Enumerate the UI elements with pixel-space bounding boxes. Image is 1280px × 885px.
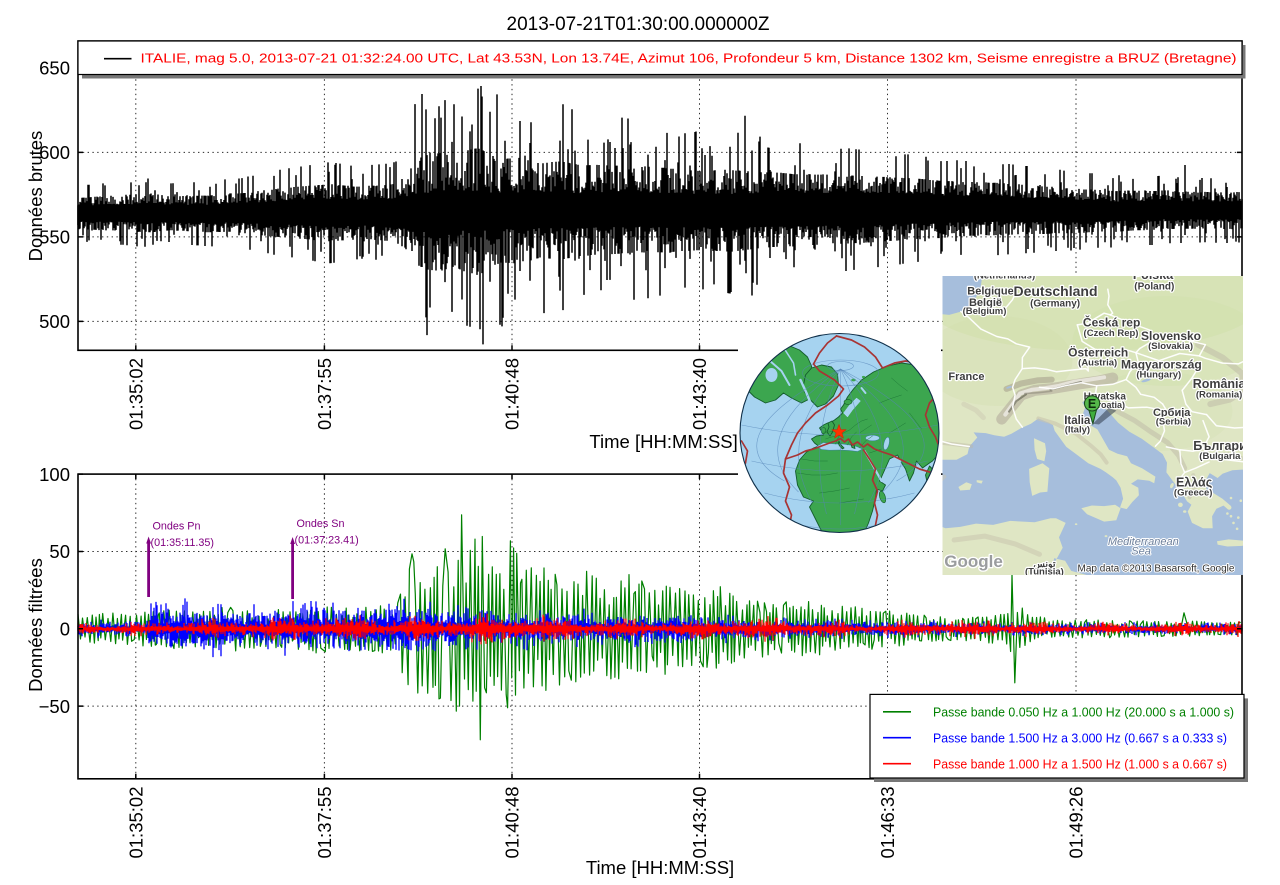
svg-text:Mediterranean: Mediterranean — [1108, 536, 1179, 548]
svg-text:Българи: Българи — [1193, 439, 1247, 453]
svg-text:(Austria): (Austria) — [1078, 358, 1117, 369]
svg-text:Time [HH:MM:SS]: Time [HH:MM:SS] — [589, 431, 737, 452]
svg-text:600: 600 — [39, 142, 70, 163]
svg-text:Time [HH:MM:SS]: Time [HH:MM:SS] — [586, 857, 734, 878]
svg-text:E: E — [1088, 397, 1096, 411]
svg-text:01:43:40: 01:43:40 — [689, 787, 710, 859]
svg-text:01:37:55: 01:37:55 — [314, 787, 335, 859]
svg-text:Slovensko: Slovensko — [1141, 329, 1201, 343]
svg-text:(Germany): (Germany) — [1030, 299, 1080, 310]
svg-text:2013-07-21T01:30:00.000000Z: 2013-07-21T01:30:00.000000Z — [507, 14, 770, 35]
svg-text:650: 650 — [39, 58, 70, 79]
svg-text:(Hungary): (Hungary) — [1136, 370, 1181, 381]
svg-text:Google: Google — [944, 552, 1003, 571]
svg-text:Map data ©2013 Basarsoft, Goog: Map data ©2013 Basarsoft, Google — [1078, 564, 1235, 575]
svg-text:België: België — [969, 297, 1002, 309]
svg-text:Passe bande 0.050 Hz a 1.000 H: Passe bande 0.050 Hz a 1.000 Hz (20.000 … — [933, 705, 1234, 720]
svg-text:500: 500 — [39, 311, 70, 332]
svg-text:01:46:33: 01:46:33 — [877, 787, 898, 859]
svg-text:(Netherlands): (Netherlands) — [974, 271, 1035, 282]
svg-text:Données brutes: Données brutes — [25, 131, 46, 262]
svg-text:Italia: Italia — [1064, 415, 1091, 427]
svg-text:01:35:02: 01:35:02 — [126, 787, 147, 859]
svg-text:Česká rep: Česká rep — [1083, 315, 1140, 330]
svg-text:România: România — [1193, 377, 1247, 391]
svg-text:01:49:26: 01:49:26 — [1066, 787, 1087, 859]
svg-text:Passe bande 1.500 Hz a 3.000 H: Passe bande 1.500 Hz a 3.000 Hz (0.667 s… — [933, 730, 1227, 745]
svg-text:(Romania): (Romania) — [1196, 389, 1242, 400]
svg-text:100: 100 — [39, 464, 70, 485]
svg-text:Србија: Србија — [1153, 407, 1191, 419]
svg-text:Deutschland: Deutschland — [1013, 283, 1097, 299]
svg-text:France: France — [948, 371, 984, 383]
svg-text:(Slovakia): (Slovakia) — [1148, 341, 1193, 352]
svg-text:0: 0 — [60, 619, 70, 640]
svg-text:Ελλάς: Ελλάς — [1176, 475, 1212, 489]
svg-text:01:40:48: 01:40:48 — [502, 358, 523, 430]
svg-text:(Serbia): (Serbia) — [1156, 417, 1191, 428]
svg-text:01:37:55: 01:37:55 — [314, 358, 335, 430]
svg-text:(01:37:23.41): (01:37:23.41) — [295, 535, 359, 547]
svg-text:Ondes Sn: Ondes Sn — [297, 518, 345, 530]
svg-text:Belgique: Belgique — [967, 286, 1013, 298]
svg-text:تونس: تونس — [1033, 559, 1056, 570]
svg-text:(Poland): (Poland) — [1134, 282, 1174, 293]
svg-text:Österreich: Österreich — [1068, 344, 1128, 359]
svg-text:−50: −50 — [39, 696, 70, 717]
svg-text:01:43:40: 01:43:40 — [689, 358, 710, 430]
svg-text:(01:35:11.35): (01:35:11.35) — [151, 537, 214, 549]
svg-text:Passe bande 1.000 Hz a 1.500 H: Passe bande 1.000 Hz a 1.500 Hz (1.000 s… — [933, 756, 1227, 771]
svg-text:50: 50 — [49, 541, 70, 562]
svg-text:(Greece): (Greece) — [1174, 488, 1213, 499]
svg-text:Ondes Pn: Ondes Pn — [153, 521, 201, 533]
svg-text:(Czech Rep): (Czech Rep) — [1084, 328, 1139, 339]
svg-text:Sea: Sea — [1131, 545, 1151, 557]
svg-text:(Bulgaria: (Bulgaria — [1199, 451, 1241, 462]
svg-text:(Belgium): (Belgium) — [963, 306, 1007, 317]
svg-text:01:35:02: 01:35:02 — [126, 358, 147, 430]
svg-text:Données filtrées: Données filtrées — [25, 558, 46, 692]
svg-text:(Italy): (Italy) — [1065, 425, 1090, 436]
svg-text:01:40:48: 01:40:48 — [502, 787, 523, 859]
svg-text:Magyarország: Magyarország — [1121, 357, 1202, 371]
svg-text:Polska: Polska — [1133, 268, 1174, 282]
svg-text:550: 550 — [39, 227, 70, 248]
svg-text:(Tunisia): (Tunisia) — [1025, 567, 1064, 578]
svg-text:ITALIE, mag 5.0, 2013-07-21 01: ITALIE, mag 5.0, 2013-07-21 01:32:24.00 … — [141, 50, 1237, 65]
